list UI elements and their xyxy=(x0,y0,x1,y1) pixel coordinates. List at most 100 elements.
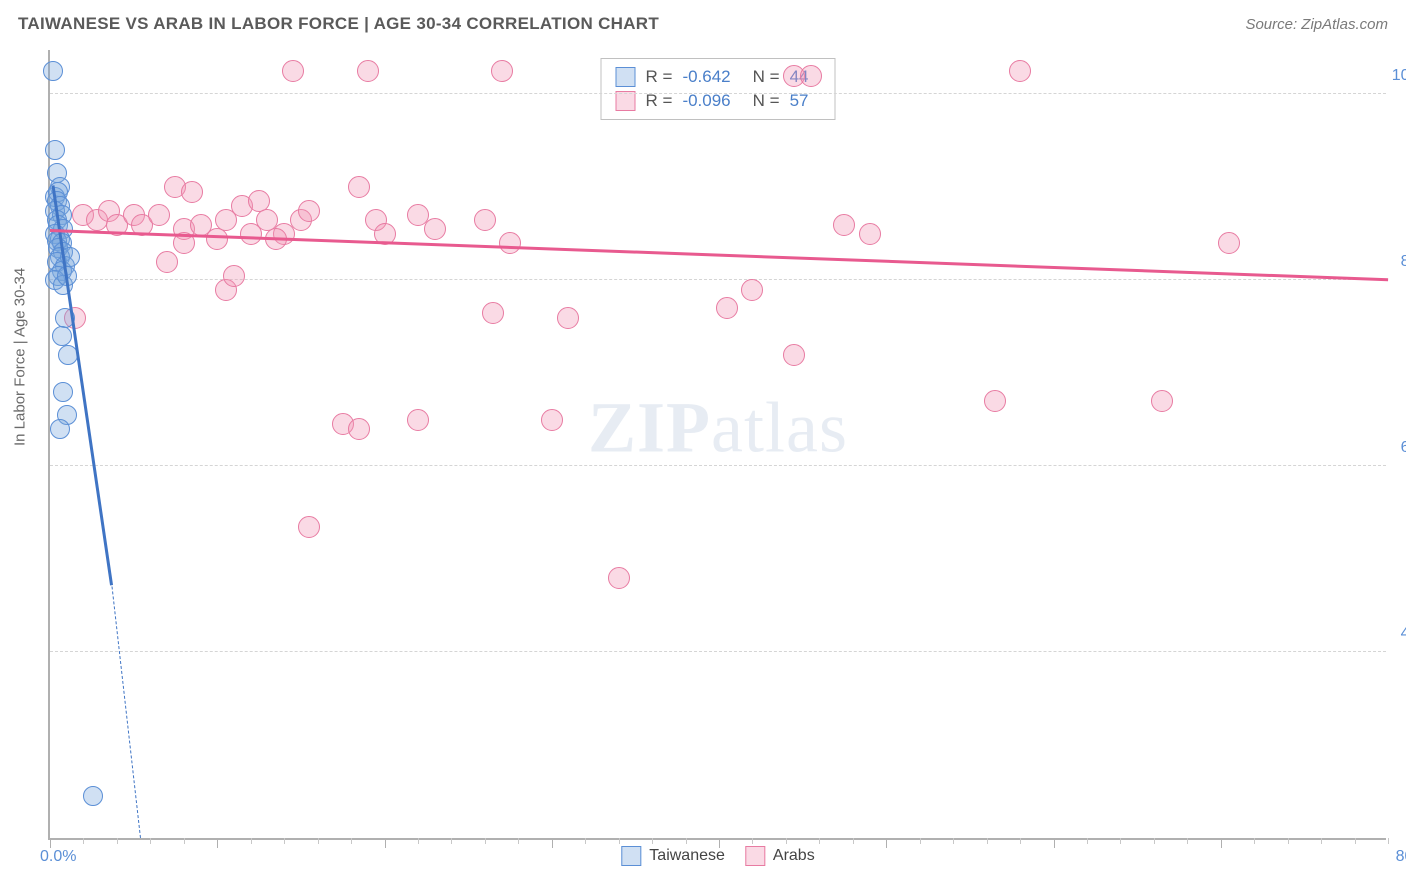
x-minor-tick xyxy=(786,838,787,844)
x-minor-tick xyxy=(1020,838,1021,844)
scatter-chart: ZIPatlas R =-0.642N =44R =-0.096N =57 0.… xyxy=(48,50,1386,840)
legend-item-arabs: Arabs xyxy=(745,846,815,866)
arabs-point xyxy=(181,181,203,203)
stats-r-label: R = xyxy=(646,67,673,87)
arabs-point xyxy=(541,409,563,431)
x-minor-tick xyxy=(518,838,519,844)
x-tick xyxy=(385,838,386,848)
y-axis-title: In Labor Force | Age 30-34 xyxy=(12,268,29,446)
legend-label-taiwanese: Taiwanese xyxy=(649,847,725,865)
arabs-point xyxy=(1009,60,1031,82)
gridline xyxy=(50,651,1386,652)
taiwanese-point xyxy=(53,382,73,402)
stats-swatch xyxy=(616,67,636,87)
x-minor-tick xyxy=(987,838,988,844)
y-tick-label: 100.0% xyxy=(1392,67,1406,85)
x-minor-tick xyxy=(1087,838,1088,844)
x-minor-tick xyxy=(652,838,653,844)
y-tick-label: 40.0% xyxy=(1401,625,1406,643)
taiwanese-point xyxy=(83,786,103,806)
x-tick xyxy=(1221,838,1222,848)
taiwanese-point xyxy=(45,140,65,160)
x-minor-tick xyxy=(953,838,954,844)
x-axis-min-label: 0.0% xyxy=(40,848,76,866)
arabs-point xyxy=(491,60,513,82)
x-minor-tick xyxy=(1388,838,1389,844)
x-minor-tick xyxy=(83,838,84,844)
legend-swatch-arabs xyxy=(745,846,765,866)
arabs-point xyxy=(424,218,446,240)
legend: Taiwanese Arabs xyxy=(621,846,814,866)
x-tick xyxy=(719,838,720,848)
x-minor-tick xyxy=(920,838,921,844)
gridline xyxy=(50,279,1386,280)
arabs-point xyxy=(148,204,170,226)
arabs-point xyxy=(557,307,579,329)
x-minor-tick xyxy=(451,838,452,844)
x-minor-tick xyxy=(485,838,486,844)
trendline xyxy=(50,229,1388,281)
arabs-point xyxy=(298,516,320,538)
taiwanese-point xyxy=(50,419,70,439)
taiwanese-point xyxy=(52,326,72,346)
legend-swatch-taiwanese xyxy=(621,846,641,866)
arabs-point xyxy=(716,297,738,319)
arabs-point xyxy=(223,265,245,287)
arabs-point xyxy=(1218,232,1240,254)
x-minor-tick xyxy=(585,838,586,844)
x-axis-max-label: 80.0% xyxy=(1396,848,1406,866)
x-minor-tick xyxy=(351,838,352,844)
x-minor-tick xyxy=(1288,838,1289,844)
x-tick xyxy=(217,838,218,848)
y-tick-label: 60.0% xyxy=(1401,439,1406,457)
arabs-point xyxy=(348,418,370,440)
legend-item-taiwanese: Taiwanese xyxy=(621,846,725,866)
arabs-point xyxy=(298,200,320,222)
arabs-point xyxy=(282,60,304,82)
stats-r-value: -0.642 xyxy=(682,67,730,87)
arabs-point xyxy=(499,232,521,254)
arabs-point xyxy=(783,344,805,366)
x-minor-tick xyxy=(752,838,753,844)
x-minor-tick xyxy=(819,838,820,844)
chart-source: Source: ZipAtlas.com xyxy=(1245,16,1388,33)
y-tick-label: 80.0% xyxy=(1401,253,1406,271)
taiwanese-point xyxy=(43,61,63,81)
trendline xyxy=(111,587,140,838)
x-minor-tick xyxy=(418,838,419,844)
gridline xyxy=(50,465,1386,466)
x-minor-tick xyxy=(150,838,151,844)
x-minor-tick xyxy=(1321,838,1322,844)
arabs-point xyxy=(741,279,763,301)
arabs-point xyxy=(859,223,881,245)
stats-n-label: N = xyxy=(753,67,780,87)
x-minor-tick xyxy=(686,838,687,844)
arabs-point xyxy=(800,65,822,87)
x-minor-tick xyxy=(1254,838,1255,844)
legend-label-arabs: Arabs xyxy=(773,847,815,865)
x-tick xyxy=(552,838,553,848)
x-minor-tick xyxy=(1355,838,1356,844)
arabs-point xyxy=(482,302,504,324)
x-minor-tick xyxy=(1187,838,1188,844)
gridline xyxy=(50,93,1386,94)
x-minor-tick xyxy=(853,838,854,844)
chart-title: TAIWANESE VS ARAB IN LABOR FORCE | AGE 3… xyxy=(18,14,659,34)
x-tick xyxy=(1054,838,1055,848)
x-minor-tick xyxy=(318,838,319,844)
arabs-point xyxy=(348,176,370,198)
arabs-point xyxy=(156,251,178,273)
x-tick xyxy=(50,838,51,848)
arabs-point xyxy=(1151,390,1173,412)
x-minor-tick xyxy=(251,838,252,844)
arabs-point xyxy=(984,390,1006,412)
x-minor-tick xyxy=(1154,838,1155,844)
x-tick xyxy=(886,838,887,848)
x-minor-tick xyxy=(117,838,118,844)
x-minor-tick xyxy=(284,838,285,844)
watermark: ZIPatlas xyxy=(588,387,848,470)
arabs-point xyxy=(833,214,855,236)
arabs-point xyxy=(407,409,429,431)
arabs-point xyxy=(474,209,496,231)
x-minor-tick xyxy=(184,838,185,844)
